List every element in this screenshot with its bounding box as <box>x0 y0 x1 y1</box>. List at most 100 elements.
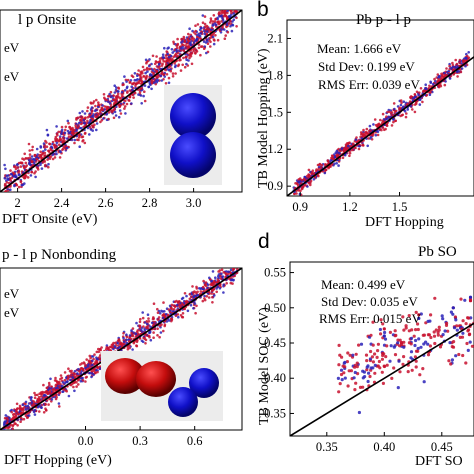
data-point <box>3 163 6 167</box>
data-point <box>236 265 239 268</box>
data-point <box>131 75 135 79</box>
data-point <box>197 43 201 46</box>
data-point <box>91 363 94 367</box>
data-point <box>224 34 227 37</box>
data-point <box>346 351 350 355</box>
data-point <box>194 294 198 298</box>
data-point <box>138 91 142 94</box>
data-point <box>65 380 69 384</box>
data-point <box>237 268 240 269</box>
data-point <box>95 122 99 125</box>
data-point <box>166 52 170 56</box>
data-point <box>113 110 117 114</box>
data-point <box>414 95 417 98</box>
data-point <box>151 69 155 72</box>
data-point <box>171 51 174 54</box>
data-point <box>177 63 181 66</box>
data-point <box>454 65 457 69</box>
data-point <box>133 78 137 82</box>
stat-line: RMS Err: 0.039 eV <box>318 77 420 92</box>
data-point <box>165 59 169 63</box>
data-point <box>108 92 111 96</box>
y-tick-label: 0.55 <box>264 266 286 280</box>
data-point <box>123 75 126 78</box>
data-point <box>355 361 359 365</box>
data-point <box>54 393 58 397</box>
data-point <box>110 345 113 349</box>
data-point <box>145 326 148 330</box>
data-point <box>461 331 465 335</box>
data-point <box>192 295 196 299</box>
data-point <box>157 66 160 69</box>
data-point <box>374 133 378 137</box>
data-point <box>230 278 234 282</box>
data-point <box>47 403 50 406</box>
data-point <box>229 281 233 285</box>
data-point <box>75 381 78 384</box>
data-point <box>204 25 207 29</box>
data-point <box>195 304 198 308</box>
data-point <box>436 330 440 335</box>
data-point <box>340 378 344 382</box>
data-point <box>125 338 128 342</box>
x-tick-label: 0.35 <box>316 440 338 454</box>
data-point <box>79 115 82 119</box>
data-point <box>221 10 225 14</box>
data-point <box>413 343 417 348</box>
data-point <box>29 396 33 399</box>
data-point <box>368 374 372 379</box>
data-point <box>407 314 411 318</box>
series-point <box>417 316 421 320</box>
data-point <box>86 119 89 123</box>
data-point <box>91 118 95 121</box>
data-point <box>414 365 418 369</box>
data-point <box>231 4 234 7</box>
data-point <box>404 324 408 328</box>
data-point <box>143 329 147 332</box>
data-point <box>46 386 49 390</box>
stat-line: eV <box>4 305 20 320</box>
x-tick-label: 0.45 <box>431 440 453 454</box>
data-point <box>126 85 129 89</box>
data-point <box>418 98 422 102</box>
data-point <box>4 197 7 200</box>
data-point <box>28 159 31 162</box>
data-point <box>89 128 93 131</box>
data-point <box>113 345 117 349</box>
data-point <box>218 14 221 18</box>
data-point <box>209 21 212 24</box>
data-point <box>214 17 217 21</box>
data-point <box>180 37 183 41</box>
data-point <box>382 364 386 368</box>
data-point <box>380 370 384 374</box>
stat-line: Std Dev: 0.199 eV <box>318 59 415 74</box>
data-point <box>136 78 139 81</box>
data-point <box>208 276 211 280</box>
data-point <box>77 383 80 386</box>
data-point <box>139 317 142 321</box>
data-point <box>112 347 115 351</box>
data-point <box>91 115 95 118</box>
data-point <box>30 404 34 407</box>
data-point <box>406 108 410 111</box>
data-point <box>125 102 129 106</box>
data-point <box>396 386 400 390</box>
data-point <box>33 158 36 161</box>
data-point <box>397 359 401 363</box>
data-point <box>202 279 205 283</box>
data-point <box>24 157 28 160</box>
data-point <box>378 366 382 370</box>
data-point <box>329 158 333 162</box>
data-point <box>419 312 423 316</box>
data-point <box>54 139 57 142</box>
data-point <box>190 295 193 299</box>
data-point <box>17 412 20 416</box>
data-point <box>89 102 93 105</box>
data-point <box>423 89 427 93</box>
data-point <box>414 359 418 363</box>
data-point <box>440 314 444 318</box>
data-point <box>384 127 387 131</box>
data-point <box>139 74 142 77</box>
data-point <box>222 291 225 294</box>
data-point <box>31 145 34 149</box>
